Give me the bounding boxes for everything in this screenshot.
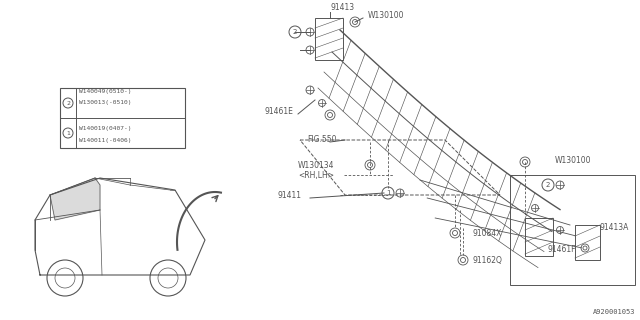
Text: FIG.550: FIG.550 (307, 135, 337, 144)
Bar (575, 225, 600, 260)
Text: 2: 2 (293, 29, 297, 35)
Text: W130100: W130100 (368, 11, 404, 20)
Text: 2: 2 (546, 182, 550, 188)
Text: <RH,LH>: <RH,LH> (298, 171, 334, 180)
Text: 91084X: 91084X (472, 229, 501, 238)
Text: A920001053: A920001053 (593, 309, 635, 315)
Text: W140019(0407-): W140019(0407-) (79, 125, 131, 131)
Text: 91461F: 91461F (548, 245, 577, 254)
Text: 1: 1 (66, 131, 70, 135)
Text: W130134: W130134 (298, 161, 335, 170)
Text: W130013(-0510): W130013(-0510) (79, 100, 131, 105)
Text: 2: 2 (66, 100, 70, 106)
Bar (525, 218, 553, 256)
Text: 1: 1 (386, 190, 390, 196)
Text: 91162Q: 91162Q (472, 256, 502, 265)
Text: 91461E: 91461E (264, 107, 293, 116)
Polygon shape (50, 178, 100, 220)
Text: W140011(-0406): W140011(-0406) (79, 138, 131, 142)
Text: 91411: 91411 (277, 191, 301, 200)
Bar (315, 18, 343, 60)
Text: W130100: W130100 (555, 156, 591, 165)
Text: 91413A: 91413A (600, 223, 629, 232)
Bar (510, 175, 635, 285)
Bar (60, 88, 185, 148)
Text: W140049(0510-): W140049(0510-) (79, 89, 131, 93)
Text: 91413: 91413 (330, 3, 354, 12)
